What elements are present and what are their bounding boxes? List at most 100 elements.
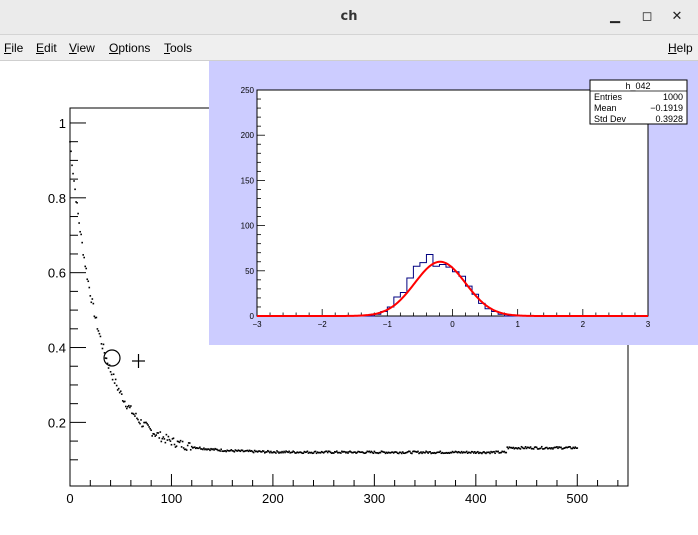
data-point [106, 362, 109, 365]
circle-marker[interactable] [103, 349, 121, 367]
data-point [399, 451, 402, 454]
data-point [281, 450, 283, 453]
data-point [435, 452, 438, 454]
data-point [538, 447, 541, 450]
data-point [465, 450, 468, 453]
data-point [518, 447, 521, 450]
menu-help[interactable]: Help [668, 41, 693, 55]
data-point [144, 421, 146, 424]
data-point [209, 449, 211, 452]
data-point [216, 448, 218, 451]
root-canvas[interactable]: 0 100 200 300 400 500 0.20.40.60.81 −3 −2 −1 0 1 2… [0, 61, 698, 535]
data-point [234, 449, 237, 451]
data-point [166, 439, 169, 441]
data-point [155, 434, 158, 436]
data-point [495, 450, 497, 453]
data-point [564, 447, 566, 449]
menu-file[interactable]: File [4, 41, 24, 55]
data-point [463, 451, 466, 454]
minimize-icon[interactable]: ▁ [610, 9, 620, 24]
data-point [327, 450, 330, 453]
inset-y-tick-label: 150 [241, 176, 255, 185]
data-point [141, 425, 143, 428]
data-point [214, 447, 216, 450]
data-point [445, 451, 448, 454]
data-point [308, 451, 311, 454]
data-point [449, 451, 452, 454]
data-point [306, 450, 309, 453]
data-point [405, 451, 407, 454]
data-point [259, 450, 262, 453]
data-point [547, 447, 549, 450]
data-point [91, 298, 94, 300]
inset-pad[interactable]: −3 −2 −1 0 1 2 3 0 50 100 150 200 250 h_042 Entries… [209, 61, 698, 345]
data-point [115, 384, 118, 387]
data-point [384, 452, 387, 455]
data-point [289, 452, 291, 454]
data-point [431, 452, 433, 454]
data-point [484, 451, 486, 454]
data-point [172, 437, 175, 440]
main-x-tick-label: 0 [66, 491, 73, 506]
data-point [430, 452, 432, 455]
data-point [386, 452, 389, 454]
data-point [123, 400, 126, 403]
data-point [311, 452, 314, 455]
data-point [133, 413, 135, 416]
data-point [490, 450, 492, 453]
menu-options[interactable]: Options [109, 41, 151, 55]
data-point [421, 452, 423, 455]
data-point [476, 451, 478, 454]
data-point [98, 332, 101, 335]
data-point [488, 451, 490, 454]
stats-box[interactable]: h_042 Entries 1000 Mean −0.1919 Std Dev … [589, 79, 688, 125]
data-point [419, 451, 421, 454]
data-point [87, 280, 90, 283]
data-point [336, 450, 338, 453]
data-point [325, 450, 328, 453]
close-icon[interactable]: ✕ [671, 9, 683, 24]
data-point [534, 446, 537, 448]
maximize-icon[interactable]: ◻ [641, 9, 653, 24]
menu-edit[interactable]: Edit [36, 41, 57, 55]
data-point [184, 448, 187, 451]
data-point [223, 450, 226, 452]
data-point [206, 448, 208, 451]
data-point [329, 451, 332, 454]
data-point [295, 452, 298, 454]
data-point [151, 435, 153, 437]
data-point [557, 447, 559, 450]
data-point [555, 446, 557, 449]
data-point [271, 451, 273, 454]
gaussian-fit-line [257, 260, 648, 317]
data-point [100, 343, 103, 345]
data-point [314, 450, 317, 453]
data-point [382, 451, 385, 453]
data-point [72, 172, 74, 175]
data-point [138, 421, 140, 424]
data-point [387, 451, 390, 454]
data-point [568, 445, 570, 448]
data-point [400, 452, 403, 455]
data-point [195, 447, 197, 450]
menu-tools[interactable]: Tools [164, 41, 193, 55]
data-point [217, 449, 219, 452]
data-point [210, 447, 212, 450]
data-point [556, 446, 558, 448]
data-point [249, 450, 252, 452]
data-point [203, 447, 205, 450]
data-point [310, 451, 313, 454]
data-point [191, 447, 194, 449]
data-point [147, 424, 149, 426]
data-point [371, 451, 374, 454]
data-point [471, 451, 474, 453]
data-point [470, 450, 473, 453]
data-point [354, 451, 356, 453]
data-point [441, 451, 444, 454]
data-point [348, 451, 350, 453]
data-point [368, 450, 371, 453]
data-point [95, 316, 98, 319]
data-point [433, 451, 436, 454]
menu-view[interactable]: View [69, 41, 95, 55]
data-point [333, 450, 336, 453]
